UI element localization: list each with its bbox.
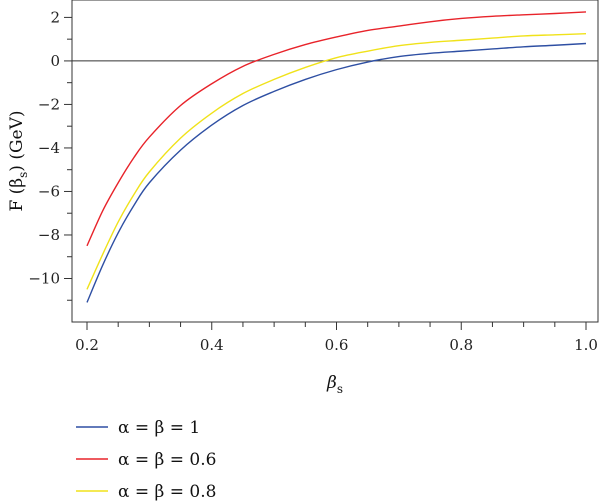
x-tick-label: 0.8: [449, 336, 473, 354]
legend-label-1: α = β = 1: [118, 418, 200, 438]
y-axis-ticks: 2 0 −2 −4 −6 −8 −10: [28, 8, 72, 301]
series-lines: [86, 11, 587, 303]
y-tick-label: −10: [28, 269, 60, 287]
x-axis-ticks: 0.2 0.4 0.6 0.8 1.0: [75, 322, 598, 354]
x-tick-label: 0.6: [325, 336, 349, 354]
legend: α = β = 1 α = β = 0.6 α = β = 0.8: [76, 418, 216, 502]
y-axis-label: F (βs) (GeV): [7, 110, 30, 211]
series-line-3: [86, 33, 587, 290]
series-line-2: [86, 11, 587, 247]
y-tick-label: −2: [38, 95, 60, 113]
y-tick-label: 2: [50, 8, 60, 26]
legend-label-3: α = β = 0.8: [118, 482, 216, 502]
x-axis-label: βs: [326, 373, 343, 396]
y-tick-label: −4: [38, 139, 60, 157]
y-axis-label-subscript: s: [16, 172, 30, 178]
x-tick-label: 0.4: [200, 336, 224, 354]
x-tick-label: 1.0: [574, 336, 598, 354]
legend-label-2: α = β = 0.6: [118, 450, 216, 470]
x-tick-label: 0.2: [75, 336, 99, 354]
series-line-1: [86, 42, 587, 303]
y-tick-label: −6: [38, 182, 60, 200]
plot-frame: [71, 0, 599, 323]
y-tick-label: 0: [50, 52, 60, 70]
x-axis-label-subscript: s: [337, 382, 343, 396]
y-tick-label: −8: [38, 226, 60, 244]
